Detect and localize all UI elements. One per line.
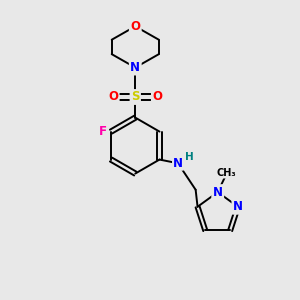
Text: S: S [131,91,140,103]
Text: N: N [173,157,183,170]
Text: O: O [108,91,118,103]
Text: O: O [152,91,162,103]
Text: N: N [130,61,140,74]
Text: N: N [233,200,243,213]
Text: N: N [213,186,223,199]
Text: H: H [185,152,194,162]
Text: F: F [99,125,107,138]
Text: O: O [130,20,140,33]
Text: CH₃: CH₃ [217,168,236,178]
